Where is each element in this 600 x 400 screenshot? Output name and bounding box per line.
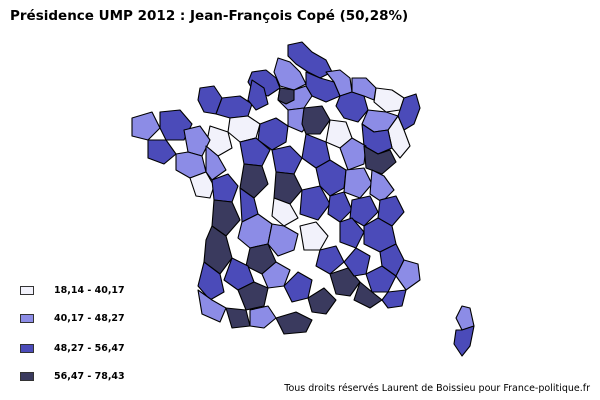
department-region — [273, 171, 303, 205]
department-region — [239, 163, 269, 199]
department-region — [381, 289, 407, 309]
department-region — [335, 91, 369, 123]
department-region — [453, 325, 475, 357]
department-region — [239, 137, 271, 167]
department-region — [225, 307, 251, 329]
legend-label: 48,27 - 56,47 — [54, 342, 125, 354]
legend-swatch — [20, 285, 34, 295]
legend-item-3: 48,27 - 56,47 — [20, 341, 125, 355]
department-region — [365, 265, 397, 293]
copyright-credit: Tous droits réservés Laurent de Boissieu… — [284, 383, 590, 394]
department-region — [377, 195, 405, 227]
map-title: Présidence UMP 2012 : Jean-François Copé… — [10, 8, 409, 24]
legend-label: 40,17 - 48,27 — [54, 312, 125, 324]
department-region — [329, 267, 361, 297]
department-region — [131, 111, 161, 141]
department-region — [343, 167, 373, 199]
legend-swatch — [20, 371, 34, 381]
legend-label: 18,14 - 40,17 — [54, 284, 125, 296]
department-region — [249, 305, 277, 329]
department-region — [315, 245, 345, 275]
department-region — [237, 281, 269, 311]
department-region — [205, 145, 227, 181]
legend-item-4: 56,47 - 78,43 — [20, 369, 125, 383]
legend-item-2: 40,17 - 48,27 — [20, 311, 125, 325]
department-region — [343, 247, 371, 277]
department-region — [299, 221, 329, 251]
department-region — [211, 199, 241, 237]
department-region — [271, 145, 303, 175]
department-region — [273, 57, 307, 91]
department-region — [211, 173, 239, 203]
department-region — [373, 87, 405, 113]
department-region — [283, 271, 313, 303]
legend-swatch — [20, 313, 34, 323]
department-region — [197, 289, 227, 323]
legend-item-1: 18,14 - 40,17 — [20, 283, 125, 297]
department-region — [215, 95, 253, 119]
department-region — [339, 217, 365, 249]
legend-swatch — [20, 343, 34, 353]
department-region — [247, 79, 269, 111]
department-region — [277, 87, 295, 105]
department-region — [349, 195, 379, 227]
legend-label: 56,47 - 78,43 — [54, 370, 125, 382]
department-region — [301, 105, 331, 135]
department-region — [363, 145, 397, 175]
department-region — [369, 169, 395, 203]
department-region — [267, 223, 299, 257]
department-region — [275, 311, 313, 335]
department-region — [197, 261, 225, 301]
department-region — [271, 197, 299, 227]
department-region — [261, 261, 291, 289]
department-region — [147, 139, 177, 165]
department-region — [287, 41, 333, 79]
department-region — [353, 281, 383, 309]
department-region — [395, 259, 421, 291]
department-region — [307, 287, 337, 315]
department-region — [327, 191, 353, 223]
department-region — [189, 171, 215, 199]
department-region — [299, 185, 331, 221]
